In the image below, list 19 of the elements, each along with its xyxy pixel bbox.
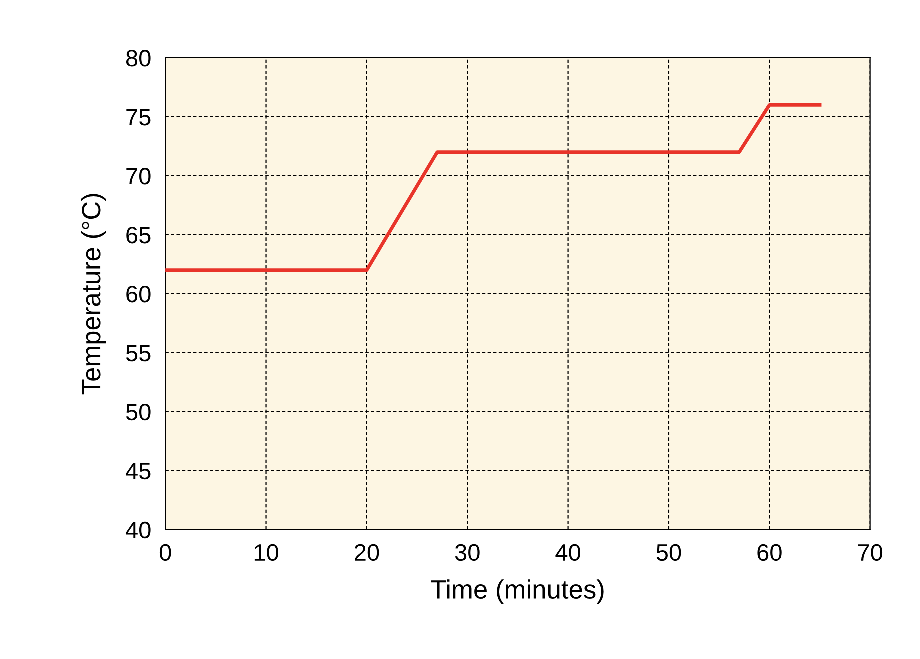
x-tick-label: 60 <box>758 544 782 562</box>
y-tick-label: 55 <box>126 345 151 362</box>
x-tick-label: 70 <box>858 544 883 562</box>
x-tick-label: 0 <box>160 544 172 562</box>
x-tick-label: 40 <box>556 544 581 562</box>
y-tick-label: 75 <box>126 109 151 126</box>
y-tick-label: 45 <box>126 463 151 480</box>
y-tick-label: 50 <box>126 404 151 421</box>
x-tick-label: 30 <box>455 544 480 562</box>
y-tick-label: 40 <box>126 522 151 539</box>
y-tick-label: 80 <box>126 50 151 67</box>
x-tick-label: 50 <box>656 544 682 562</box>
x-tick-label: 20 <box>355 544 380 562</box>
y-tick-label: 70 <box>126 168 151 185</box>
y-axis-title: Temperature (°C) <box>81 194 106 395</box>
y-tick-label: 60 <box>126 286 151 303</box>
y-tick-label: 65 <box>126 227 151 244</box>
x-tick-label: 10 <box>254 544 278 562</box>
x-axis-title: Time (minutes) <box>431 580 604 604</box>
